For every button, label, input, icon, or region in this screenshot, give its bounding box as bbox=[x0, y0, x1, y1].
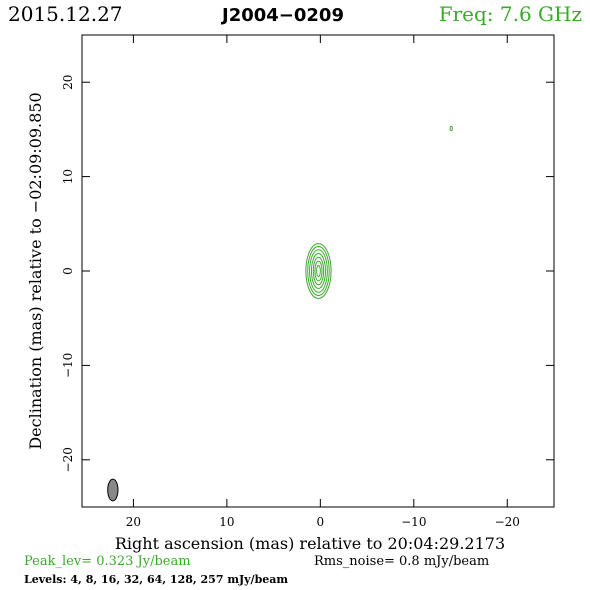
contour-257-mjy bbox=[316, 264, 321, 278]
y-tick-label: 0 bbox=[61, 267, 75, 275]
y-ticks: 20 10 0 −10 −20 bbox=[61, 75, 554, 472]
plot-frame bbox=[81, 34, 555, 508]
y-tick-label: −20 bbox=[61, 447, 75, 472]
x-ticks: 20 10 0 −10 −20 bbox=[126, 35, 520, 529]
contour-16-mjy bbox=[309, 249, 328, 293]
contour-4-mjy bbox=[449, 125, 453, 132]
peak-level: Peak_lev= 0.323 Jy/beam bbox=[24, 554, 191, 569]
contour-4-mjy bbox=[305, 243, 332, 299]
y-tick-label: 10 bbox=[61, 169, 75, 184]
x-tick-label: −20 bbox=[495, 515, 520, 529]
contour-32-mjy bbox=[310, 253, 326, 289]
y-tick-label: 20 bbox=[61, 75, 75, 90]
x-tick-label: 10 bbox=[219, 515, 234, 529]
epoch-date: 2015.12.27 bbox=[8, 2, 123, 26]
x-axis-label: Right ascension (mas) relative to 20:04:… bbox=[115, 534, 505, 553]
beam-layer bbox=[107, 478, 119, 502]
contour-layer bbox=[305, 125, 453, 299]
contour-8-mjy bbox=[307, 245, 330, 297]
contour-levels: Levels: 4, 8, 16, 32, 64, 128, 257 mJy/b… bbox=[24, 573, 289, 586]
y-axis-label: Declination (mas) relative to −02:09:09.… bbox=[26, 92, 45, 449]
frequency-label: Freq: 7.6 GHz bbox=[438, 2, 582, 26]
beam-ellipse bbox=[107, 478, 119, 502]
y-tick-label: −10 bbox=[61, 353, 75, 378]
contour-64-mjy bbox=[312, 256, 325, 286]
x-tick-label: −10 bbox=[401, 515, 426, 529]
rms-noise: Rms_noise= 0.8 mJy/beam bbox=[314, 554, 490, 569]
source-name: J2004−0209 bbox=[222, 5, 344, 26]
contour-128-mjy bbox=[314, 260, 323, 282]
x-tick-label: 0 bbox=[317, 515, 325, 529]
x-tick-label: 20 bbox=[126, 515, 141, 529]
